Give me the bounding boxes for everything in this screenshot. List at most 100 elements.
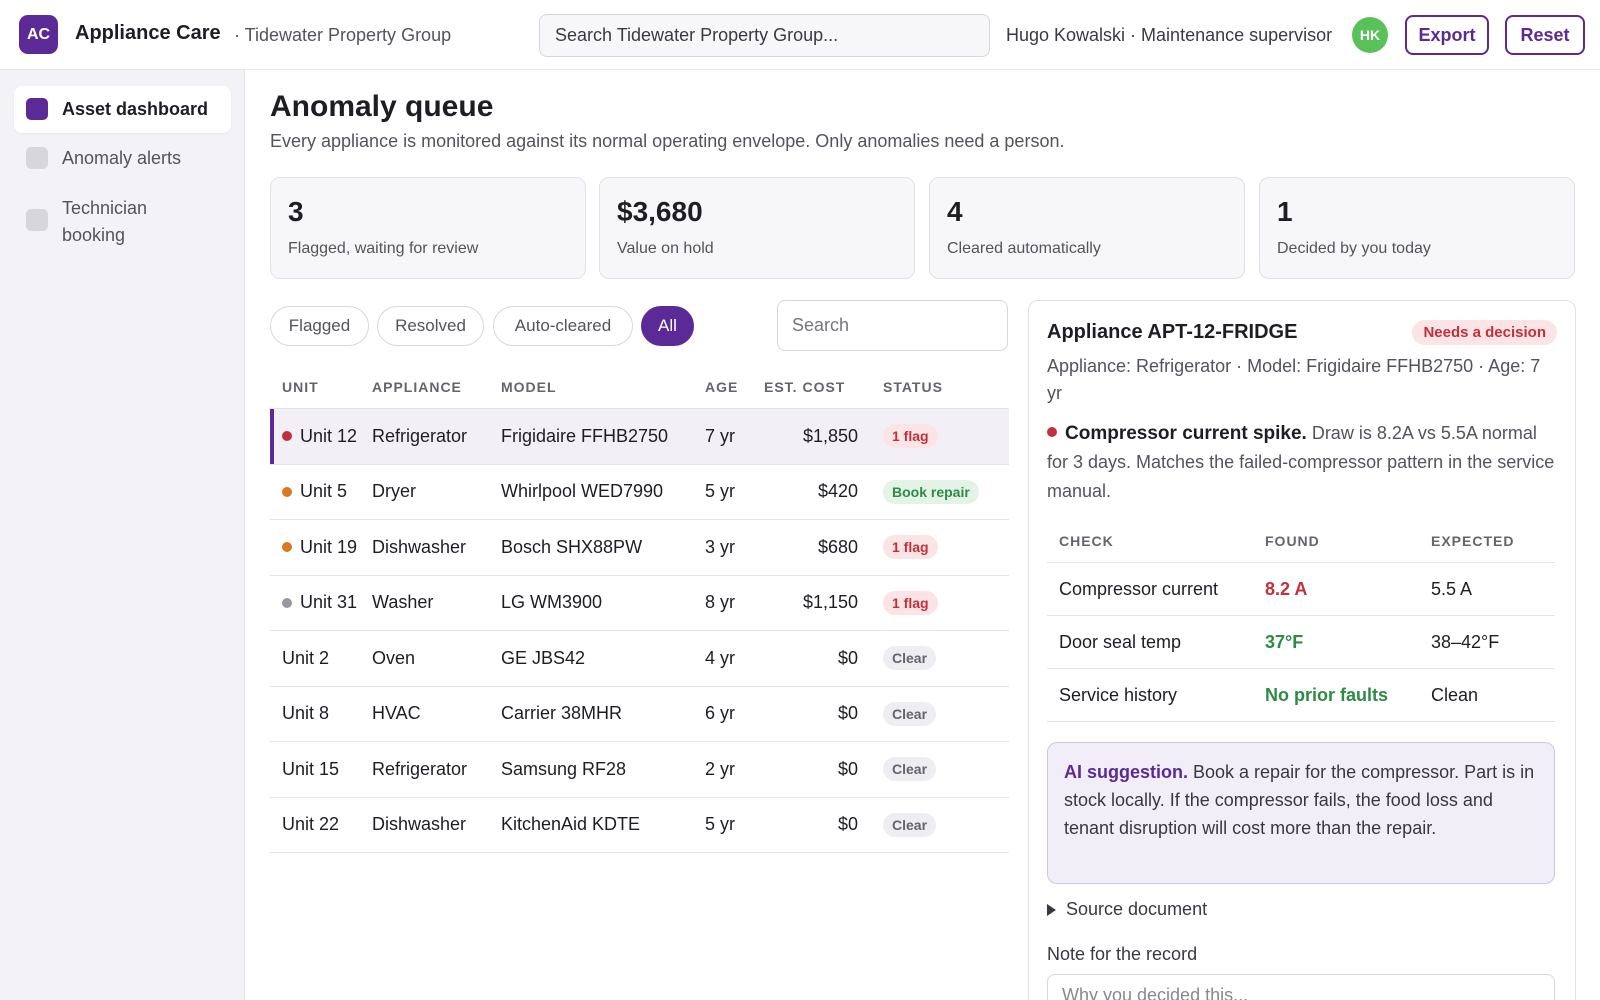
check-found: 37°F xyxy=(1265,631,1304,652)
column-header-expected: EXPECTED xyxy=(1431,532,1515,549)
finding-text: Draw is 8.2A vs 5.5A normal for 3 days. … xyxy=(1047,423,1555,501)
table-header: UNIT APPLIANCE MODEL AGE EST. COST STATU… xyxy=(270,365,1009,409)
finding-title: Compressor current spike. xyxy=(1065,423,1307,444)
reset-button[interactable]: Reset xyxy=(1505,15,1585,55)
check-table: CHECK FOUND EXPECTED Compressor current … xyxy=(1047,519,1555,722)
column-header-est-cost[interactable]: EST. COST xyxy=(764,378,846,395)
column-header-status[interactable]: STATUS xyxy=(883,378,943,395)
filter-chip-flagged[interactable]: Flagged xyxy=(270,306,369,346)
cell-age: 5 yr xyxy=(705,481,736,502)
main-content: Anomaly queue Every appliance is monitor… xyxy=(245,70,1600,1000)
page-subtitle: Every appliance is monitored against its… xyxy=(270,131,1065,151)
status-badge: Clear xyxy=(883,812,937,837)
cell-appliance: Dishwasher xyxy=(372,536,467,557)
cell-model: Frigidaire FFHB2750 xyxy=(501,425,669,446)
cell-model: Whirlpool WED7990 xyxy=(501,481,664,502)
anomaly-table: UNIT APPLIANCE MODEL AGE EST. COST STATU… xyxy=(270,365,1009,853)
sidebar-item-label: Technician booking xyxy=(62,198,148,245)
global-search-input[interactable] xyxy=(539,14,990,57)
status-badge: Clear xyxy=(883,646,937,671)
filter-chip-all[interactable]: All xyxy=(641,306,694,346)
cell-appliance: Refrigerator xyxy=(372,425,468,446)
filter-chip-resolved[interactable]: Resolved xyxy=(377,306,484,346)
unit-label: Unit 15 xyxy=(282,758,340,779)
app-logo: AC xyxy=(19,15,58,54)
cell-est-cost: $0 xyxy=(837,703,858,724)
cell-age: 2 yr xyxy=(705,758,736,779)
filter-chip-auto-cleared[interactable]: Auto-cleared xyxy=(493,306,633,346)
table-row[interactable]: Unit 5 Dryer Whirlpool WED7990 5 yr $420 Book… xyxy=(270,465,1009,520)
table-row[interactable]: Unit 31 Washer LG WM3900 8 yr $1,150 1 flag xyxy=(270,576,1009,631)
cell-age: 6 yr xyxy=(705,703,736,724)
check-row: Door seal temp 37°F 38–42°F xyxy=(1047,616,1555,669)
sidebar-item-asset-dashboard[interactable]: Asset dashboard xyxy=(14,86,231,133)
sidebar-item-label: Asset dashboard xyxy=(62,99,209,119)
note-label: Note for the record xyxy=(1047,944,1198,964)
detail-panel: Appliance APT-12-FRIDGE Needs a decision… xyxy=(1028,300,1576,1000)
cell-status: Clear xyxy=(858,757,1009,782)
table-search-input[interactable] xyxy=(777,300,1008,351)
check-row: Service history No prior faults Clean xyxy=(1047,669,1555,722)
cell-model: LG WM3900 xyxy=(501,592,603,613)
cell-appliance: Dishwasher xyxy=(372,814,467,835)
source-document-label: Source document xyxy=(1066,899,1208,919)
cell-model: Bosch SHX88PW xyxy=(501,536,643,557)
column-header-appliance[interactable]: APPLIANCE xyxy=(372,378,462,395)
check-found: 8.2 A xyxy=(1265,578,1308,599)
source-document-toggle[interactable]: Source document xyxy=(1047,899,1207,920)
check-name: Compressor current xyxy=(1059,578,1219,599)
cell-age: 5 yr xyxy=(705,814,736,835)
cell-model: Samsung RF28 xyxy=(501,758,627,779)
kpi-value: 1 xyxy=(1277,196,1293,227)
avatar[interactable]: HK xyxy=(1352,17,1388,53)
cell-unit: Unit 5 xyxy=(270,481,372,502)
cell-status: Clear xyxy=(858,646,1009,671)
status-dot-icon xyxy=(282,431,292,442)
status-badge: 1 flag xyxy=(883,535,938,560)
sidebar-item-anomaly-alerts[interactable]: Anomaly alerts xyxy=(14,135,231,182)
cell-est-cost: $1,850 xyxy=(802,425,858,446)
kpi-value: 3 xyxy=(288,196,304,227)
note-input[interactable] xyxy=(1047,974,1555,1000)
cell-appliance: Refrigerator xyxy=(372,758,468,779)
column-header-check: CHECK xyxy=(1059,532,1114,549)
unit-label: Unit 31 xyxy=(300,592,358,613)
cell-status: 1 flag xyxy=(858,424,1009,449)
table-row[interactable]: Unit 19 Dishwasher Bosch SHX88PW 3 yr $680 1 … xyxy=(270,520,1009,576)
kpi-card-flagged: 3 Flagged, waiting for review xyxy=(270,177,586,279)
top-bar: AC Appliance Care · Tidewater Property G… xyxy=(0,0,1600,70)
table-row[interactable]: Unit 15 Refrigerator Samsung RF28 2 yr $0 Cle… xyxy=(270,742,1009,798)
cell-est-cost: $420 xyxy=(817,481,858,502)
column-header-model[interactable]: MODEL xyxy=(501,378,557,395)
status-dot-icon xyxy=(282,542,292,553)
table-row[interactable]: Unit 22 Dishwasher KitchenAid KDTE 5 yr $0 Cl… xyxy=(270,798,1009,853)
kpi-card-cleared: 4 Cleared automatically xyxy=(929,177,1245,279)
sidebar-item-label: Anomaly alerts xyxy=(62,148,182,168)
status-badge: 1 flag xyxy=(883,424,938,449)
cell-model: GE JBS42 xyxy=(501,647,586,668)
unit-label: Unit 22 xyxy=(282,814,340,835)
cell-age: 8 yr xyxy=(705,592,736,613)
table-row[interactable]: Unit 8 HVAC Carrier 38MHR 6 yr $0 Clear xyxy=(270,687,1009,742)
cell-unit: Unit 19 xyxy=(270,537,372,558)
check-expected: 5.5 A xyxy=(1431,578,1473,599)
column-header-unit[interactable]: UNIT xyxy=(282,378,319,395)
ai-suggestion: AI suggestion. Book a repair for the com… xyxy=(1047,742,1555,884)
table-row[interactable]: Unit 2 Oven GE JBS42 4 yr $0 Clear xyxy=(270,631,1009,687)
check-expected: 38–42°F xyxy=(1431,631,1500,652)
kpi-card-value-on-hold: $3,680 Value on hold xyxy=(599,177,915,279)
check-found: No prior faults xyxy=(1265,684,1389,705)
kpi-label: Value on hold xyxy=(617,240,714,257)
cell-est-cost: $0 xyxy=(837,647,858,668)
column-header-age[interactable]: AGE xyxy=(705,378,739,395)
sidebar-item-technician-booking[interactable]: Technician booking xyxy=(14,185,231,259)
check-table-header: CHECK FOUND EXPECTED xyxy=(1047,519,1555,563)
app-title: Appliance Care xyxy=(75,22,221,44)
alert-dot-icon xyxy=(1047,427,1057,438)
table-row[interactable]: Unit 12 Refrigerator Frigidaire FFHB2750 7 … xyxy=(270,409,1009,465)
cell-model: Carrier 38MHR xyxy=(501,703,623,724)
export-button[interactable]: Export xyxy=(1405,15,1489,55)
cell-appliance: Dryer xyxy=(372,481,416,502)
kpi-label: Cleared automatically xyxy=(947,240,1101,257)
cell-unit: Unit 12 xyxy=(270,426,372,447)
